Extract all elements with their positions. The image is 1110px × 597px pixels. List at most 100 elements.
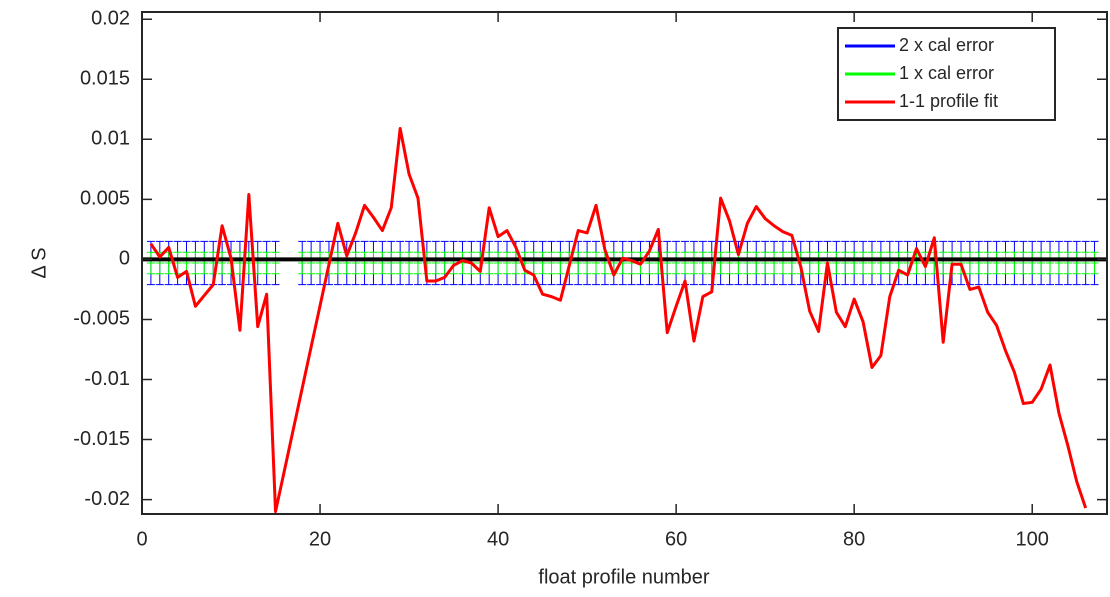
error-bar — [689, 251, 698, 275]
error-bar — [716, 251, 725, 275]
error-bar — [618, 251, 627, 275]
y-tick-label: 0.015 — [80, 68, 130, 90]
error-bar — [770, 251, 779, 275]
error-bar — [707, 251, 716, 275]
error-bar — [307, 251, 316, 275]
error-bar — [387, 251, 396, 275]
legend-label: 1 x cal error — [899, 63, 994, 83]
y-tick-label: -0.01 — [84, 368, 130, 390]
error-bar — [333, 251, 342, 275]
error-bar — [939, 251, 948, 275]
error-bar — [1010, 251, 1019, 275]
error-bar — [262, 251, 271, 275]
error-bar — [743, 251, 752, 275]
error-bar — [351, 251, 360, 275]
error-bar — [449, 251, 458, 275]
error-bar — [1054, 251, 1063, 275]
error-bar — [876, 251, 885, 275]
x-tick-label: 100 — [1016, 528, 1049, 550]
error-bar — [369, 251, 378, 275]
legend-label: 1-1 profile fit — [899, 91, 998, 111]
y-tick-label: -0.02 — [84, 488, 130, 510]
error-bar — [841, 251, 850, 275]
x-tick-label: 20 — [309, 528, 331, 550]
error-bar — [511, 251, 520, 275]
error-bar — [974, 251, 983, 275]
error-bar — [574, 251, 583, 275]
error-bar — [654, 251, 663, 275]
error-bar — [396, 251, 405, 275]
error-bar — [271, 251, 280, 275]
x-axis-label: float profile number — [538, 566, 710, 588]
error-bar — [681, 251, 690, 275]
error-bar — [805, 251, 814, 275]
error-bar — [583, 251, 592, 275]
error-bar — [859, 251, 868, 275]
error-bar — [787, 251, 796, 275]
error-bar — [413, 251, 422, 275]
data-line — [149, 126, 1088, 514]
error-bar — [547, 251, 556, 275]
error-bar — [209, 251, 218, 275]
error-bar — [894, 251, 903, 275]
error-bar — [663, 251, 672, 275]
error-bar — [235, 251, 244, 275]
error-bar — [253, 251, 262, 275]
error-bar — [146, 251, 155, 275]
error-bar — [832, 251, 841, 275]
error-bar — [903, 251, 912, 275]
error-bar — [529, 251, 538, 275]
error-bar — [494, 251, 503, 275]
error-bar — [191, 251, 200, 275]
x-tick-label: 80 — [843, 528, 865, 550]
error-bar — [218, 251, 227, 275]
error-bar — [1019, 251, 1028, 275]
error-bar — [485, 251, 494, 275]
error-bar — [761, 251, 770, 275]
error-bar — [556, 251, 565, 275]
y-tick-label: 0.005 — [80, 188, 130, 210]
legend-label: 2 x cal error — [899, 35, 994, 55]
error-bar — [182, 251, 191, 275]
error-bar — [1081, 251, 1090, 275]
y-tick-label: -0.015 — [73, 428, 130, 450]
error-bar — [1072, 251, 1081, 275]
x-tick-label: 40 — [487, 528, 509, 550]
error-bar — [502, 251, 511, 275]
error-bar — [752, 251, 761, 275]
y-tick-label: 0.02 — [91, 7, 130, 29]
error-bar — [965, 251, 974, 275]
error-bar — [360, 251, 369, 275]
error-bar — [405, 251, 414, 275]
error-bar — [316, 251, 325, 275]
error-bar — [520, 251, 529, 275]
error-bar — [592, 251, 601, 275]
error-bar — [458, 251, 467, 275]
axes-box — [141, 11, 1108, 515]
error-bar — [1046, 251, 1055, 275]
error-bar — [698, 251, 707, 275]
error-bar — [431, 251, 440, 275]
error-bar — [378, 251, 387, 275]
error-bar — [173, 251, 182, 275]
error-bar — [627, 251, 636, 275]
y-tick-label: 0.01 — [91, 128, 130, 150]
error-bar — [885, 251, 894, 275]
error-bar — [200, 251, 209, 275]
x-tick-label: 0 — [136, 528, 147, 550]
error-bar — [867, 251, 876, 275]
error-bar — [538, 251, 547, 275]
error-bar — [814, 251, 823, 275]
error-bar — [1001, 251, 1010, 275]
error-bar — [1037, 251, 1046, 275]
error-bar — [298, 251, 307, 275]
error-bar — [422, 251, 431, 275]
y-axis-label: Δ S — [28, 247, 50, 278]
error-bar — [609, 251, 618, 275]
x-tick-label: 60 — [665, 528, 687, 550]
error-bar — [244, 251, 253, 275]
plot-area — [142, 126, 1107, 514]
error-bar — [725, 251, 734, 275]
error-bar — [983, 251, 992, 275]
